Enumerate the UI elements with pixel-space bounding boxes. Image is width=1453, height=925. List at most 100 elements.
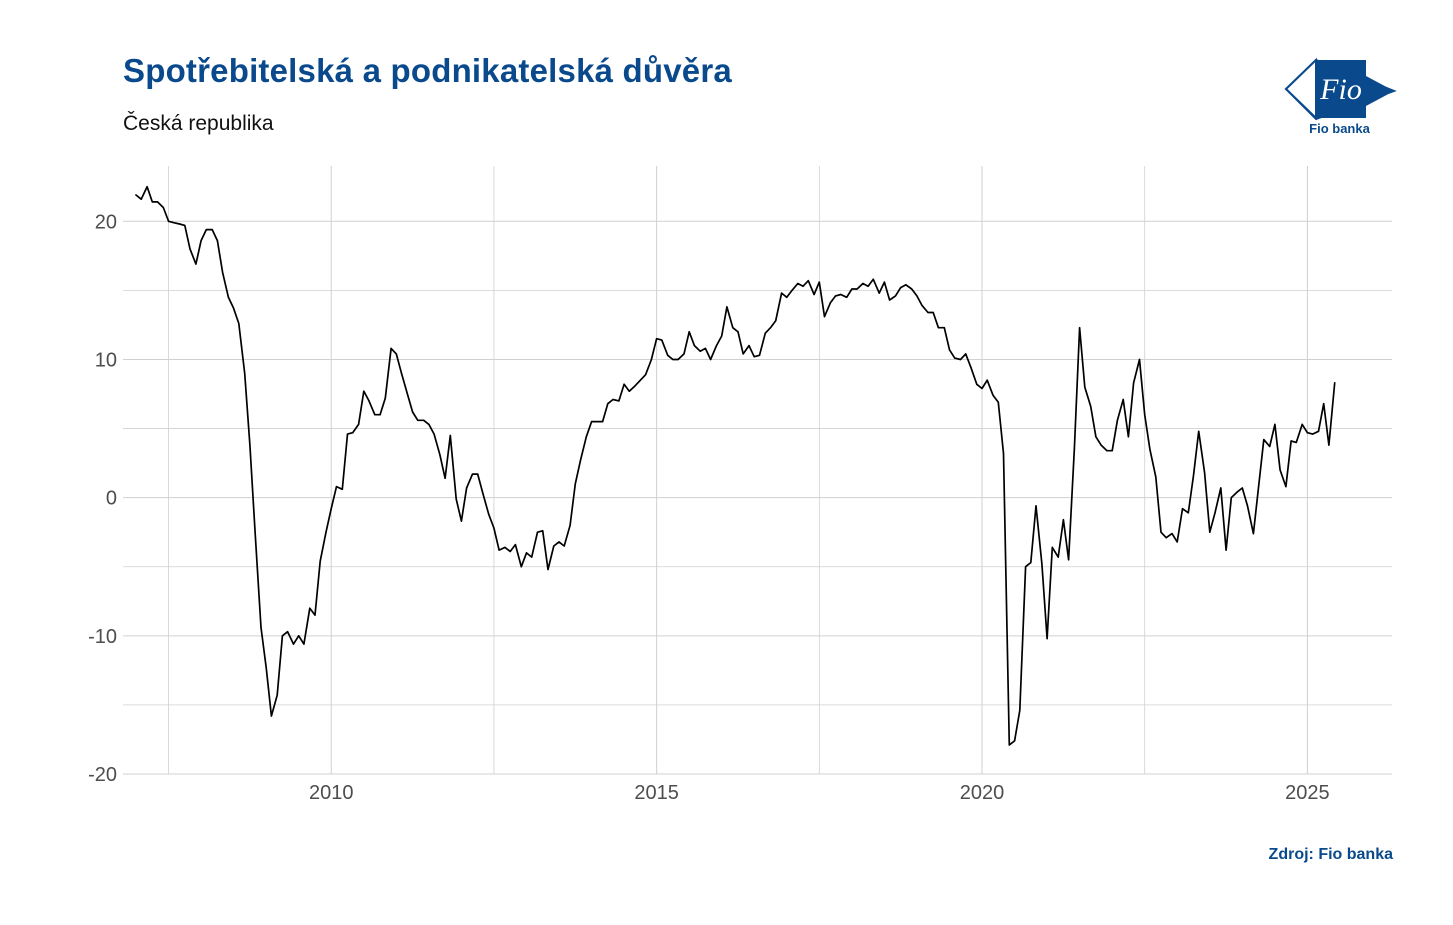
data-point (579, 459, 582, 461)
data-point (769, 327, 772, 329)
data-point (1176, 541, 1178, 543)
data-point (281, 635, 283, 637)
data-point (1192, 474, 1195, 477)
data-point (292, 643, 295, 645)
data-point (504, 546, 506, 549)
y-axis: -20 -10 0 10 20 (88, 211, 117, 786)
data-point (699, 350, 701, 352)
data-point (417, 419, 419, 421)
data-point (488, 513, 490, 515)
data-point (1090, 405, 1092, 407)
data-point (395, 353, 397, 355)
data-point (298, 635, 300, 637)
data-point (937, 327, 940, 329)
data-point (265, 667, 267, 669)
data-point (704, 347, 707, 349)
data-point (748, 345, 750, 347)
data-point (200, 240, 202, 242)
data-point (390, 347, 392, 349)
data-point (764, 332, 766, 334)
data-point (802, 285, 804, 287)
data-point (623, 383, 625, 385)
fio-banka-logo-icon: Fio (1284, 57, 1397, 121)
data-point (227, 296, 229, 298)
data-point (612, 398, 614, 401)
data-point (986, 379, 988, 381)
data-point (591, 421, 593, 423)
data-point (932, 311, 934, 314)
data-point (184, 224, 186, 226)
data-point (439, 454, 441, 456)
data-point (379, 414, 381, 416)
data-point (189, 248, 191, 250)
data-point (867, 285, 869, 287)
data-point (542, 530, 544, 532)
data-point (889, 299, 891, 301)
data-point (1241, 487, 1243, 489)
data-point (1155, 476, 1157, 478)
data-point (1301, 423, 1303, 425)
y-tick-label: 20 (95, 211, 117, 233)
data-point (1079, 327, 1081, 329)
page-subtitle: Česká republika (123, 112, 274, 135)
data-point (270, 715, 272, 717)
data-point (823, 316, 826, 318)
data-point (1062, 519, 1064, 521)
data-point (260, 626, 262, 629)
data-point (965, 353, 967, 355)
y-tick-label: 10 (95, 349, 117, 371)
data-point (1279, 469, 1281, 471)
logo-mark-text: Fio (1319, 73, 1362, 106)
data-point (645, 374, 647, 376)
data-point (818, 281, 820, 283)
data-point (1285, 486, 1287, 488)
data-point (840, 293, 842, 296)
data-point (1214, 512, 1216, 514)
data-point (661, 339, 663, 341)
data-point (1209, 531, 1211, 533)
data-point (162, 206, 164, 209)
data-point (1181, 508, 1184, 510)
data-point (449, 434, 451, 437)
data-point (1295, 441, 1297, 443)
data-point (1220, 487, 1222, 489)
data-point (1144, 414, 1146, 416)
data-point (992, 394, 994, 396)
data-point (1165, 537, 1167, 539)
data-point (954, 357, 956, 359)
data-point (1025, 566, 1027, 568)
data-point (211, 229, 213, 231)
data-point (1230, 497, 1232, 499)
data-point (688, 331, 690, 333)
grid-minor (123, 166, 1392, 774)
data-point (786, 296, 788, 298)
data-point (1133, 382, 1135, 384)
data-point (330, 508, 332, 510)
data-point (238, 322, 240, 325)
data-point (222, 271, 224, 273)
data-point (358, 423, 360, 425)
data-point (878, 292, 880, 294)
data-point (900, 287, 902, 289)
data-point (1290, 440, 1292, 442)
data-point (179, 223, 181, 225)
data-point (276, 694, 278, 696)
data-point (406, 393, 408, 395)
data-point (514, 544, 517, 546)
data-point (493, 527, 495, 529)
data-point (1246, 505, 1249, 507)
data-point (693, 345, 696, 347)
data-point (927, 311, 929, 314)
data-point (477, 473, 479, 475)
data-point (650, 358, 653, 361)
data-point (384, 397, 386, 399)
data-point (455, 498, 457, 500)
data-point (558, 541, 560, 543)
data-point (1073, 447, 1075, 449)
data-point (482, 492, 484, 495)
data-point (872, 278, 874, 280)
data-point (1258, 486, 1260, 488)
data-point (1035, 505, 1037, 507)
data-point (1100, 444, 1102, 446)
data-point (249, 444, 251, 446)
